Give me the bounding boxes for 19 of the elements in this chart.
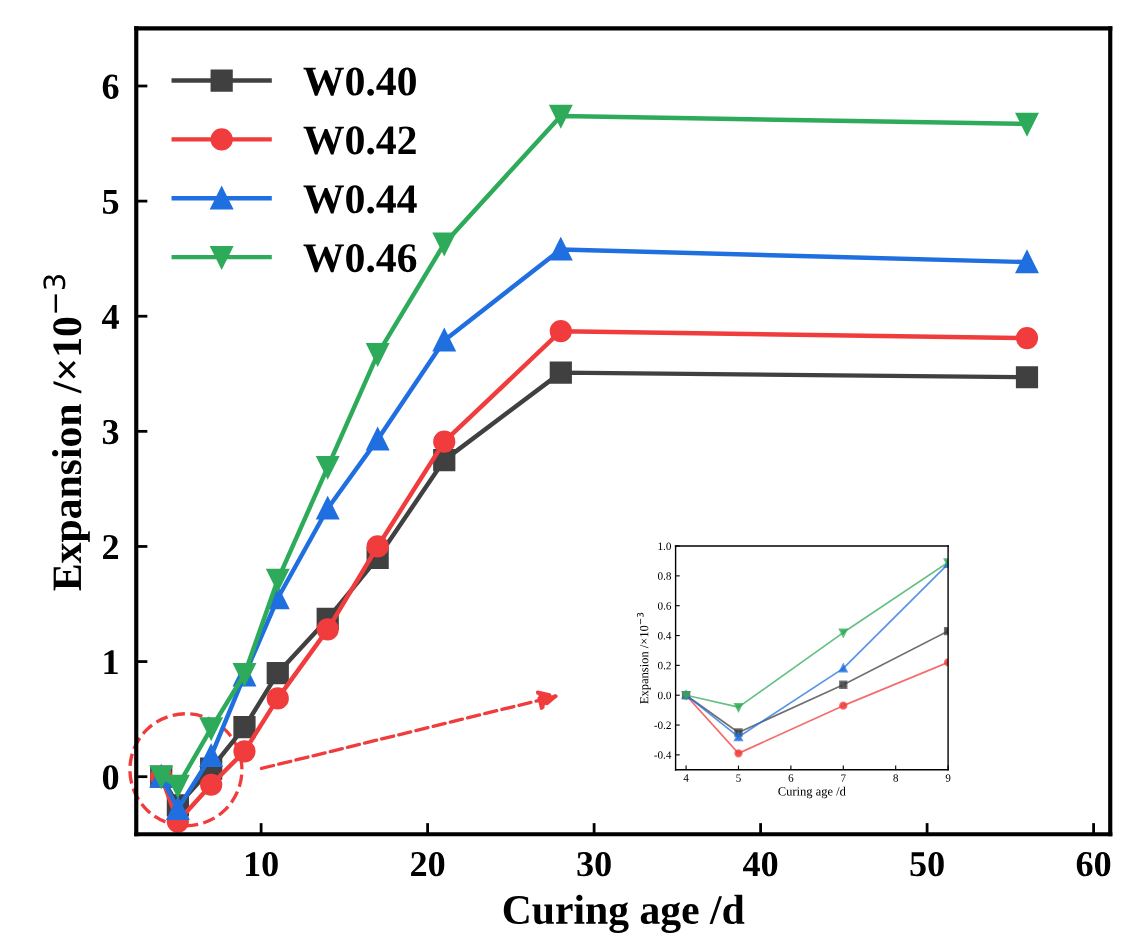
legend-label: W0.44: [303, 185, 417, 214]
x-tick-label: 20: [411, 851, 445, 877]
y-tick-label: 5: [102, 189, 119, 214]
x-tick-label: 30: [577, 851, 611, 877]
x-tick-label: 50: [910, 851, 944, 877]
y-axis-title: Expansion /×10$^{−3}$: [43, 275, 90, 591]
legend-label: W0.42: [303, 126, 416, 155]
y-tick-label: 0: [102, 765, 119, 790]
x-tick-label: 10: [245, 851, 278, 877]
legend-label: W0.40: [303, 67, 416, 96]
y-tick-label: 6: [102, 74, 119, 99]
y-tick-label: 3: [102, 419, 119, 445]
x-tick-label: 40: [743, 851, 778, 877]
y-tick-label: 1: [104, 650, 118, 675]
x-axis-title: Curing age /d: [503, 894, 745, 933]
y-tick-label: 2: [103, 535, 119, 559]
x-tick-label: 60: [1076, 851, 1111, 877]
y-tick-label: 4: [102, 304, 119, 329]
legend-label: W0.46: [303, 244, 417, 273]
